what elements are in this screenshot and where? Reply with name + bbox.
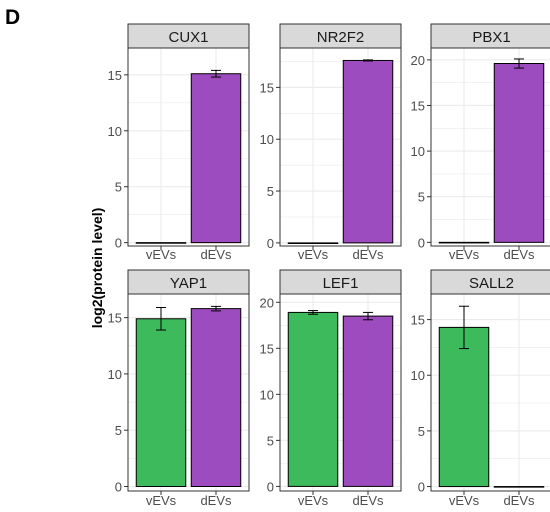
bar-dEVs	[190, 308, 242, 487]
x-tick-label: dEVs	[352, 493, 384, 508]
x-tick-label: vEVs	[298, 493, 329, 508]
y-tick-label: 10	[260, 132, 274, 147]
y-tick-label: 15	[108, 311, 122, 326]
y-tick-label: 0	[418, 235, 425, 250]
bar-dEVs	[342, 59, 394, 244]
panel-border	[430, 293, 550, 492]
facet-strip	[127, 23, 250, 49]
x-tick-label: vEVs	[146, 247, 177, 262]
x-tick-label: vEVs	[298, 247, 329, 262]
bar-vEVs	[135, 242, 187, 244]
facet-title: PBX1	[472, 29, 510, 46]
y-tick-label: 20	[411, 53, 425, 68]
facet-strip	[430, 23, 550, 49]
bar-dEVs	[493, 486, 545, 488]
y-tick-label: 0	[115, 479, 122, 494]
y-tick-label: 5	[267, 184, 274, 199]
y-tick-label: 5	[418, 424, 425, 439]
x-tick-label: dEVs	[200, 247, 232, 262]
facet-title: LEF1	[323, 275, 359, 292]
y-tick-label: 5	[267, 433, 274, 448]
bar-dEVs	[493, 63, 545, 243]
facet-strip	[279, 269, 402, 295]
bar-dEVs	[190, 73, 242, 244]
facet-strip	[430, 269, 550, 295]
y-tick-label: 15	[108, 68, 122, 83]
y-tick-label: 15	[260, 80, 274, 95]
facet-title: CUX1	[168, 29, 208, 46]
x-tick-label: dEVs	[503, 247, 535, 262]
x-tick-label: vEVs	[449, 493, 480, 508]
y-tick-label: 0	[267, 236, 274, 251]
x-tick-label: vEVs	[449, 247, 480, 262]
x-tick-label: dEVs	[200, 493, 232, 508]
bar-vEVs	[287, 242, 339, 244]
y-tick-label: 0	[115, 236, 122, 251]
y-tick-label: 5	[418, 190, 425, 205]
bar-vEVs	[287, 311, 339, 487]
y-tick-label: 5	[115, 423, 122, 438]
bar-vEVs	[135, 318, 187, 487]
y-tick-label: 5	[115, 180, 122, 195]
bar-vEVs	[438, 326, 490, 488]
y-tick-label: 15	[411, 313, 425, 328]
panel-border	[430, 47, 550, 247]
panel-border	[279, 47, 402, 247]
bar-dEVs	[342, 315, 394, 487]
panel-border	[127, 293, 250, 492]
y-tick-label: 10	[260, 387, 274, 402]
y-tick-label: 10	[108, 367, 122, 382]
x-tick-label: dEVs	[352, 247, 384, 262]
y-tick-label: 10	[411, 368, 425, 383]
facet-strip	[279, 23, 402, 49]
facet-title: SALL2	[469, 275, 514, 292]
panel-border	[127, 47, 250, 247]
facet-title: YAP1	[170, 275, 207, 292]
y-tick-label: 10	[108, 124, 122, 139]
y-tick-label: 20	[260, 295, 274, 310]
y-tick-label: 0	[267, 479, 274, 494]
y-tick-label: 10	[411, 144, 425, 159]
panel-border	[279, 293, 402, 492]
bar-vEVs	[438, 241, 490, 244]
y-tick-label: 15	[411, 98, 425, 113]
facet-strip	[127, 269, 250, 295]
facet-title: NR2F2	[317, 29, 365, 46]
x-tick-label: vEVs	[146, 493, 177, 508]
y-tick-label: 15	[260, 341, 274, 356]
y-tick-label: 0	[418, 480, 425, 495]
panel-letter: D	[5, 6, 21, 29]
x-tick-label: dEVs	[503, 493, 535, 508]
